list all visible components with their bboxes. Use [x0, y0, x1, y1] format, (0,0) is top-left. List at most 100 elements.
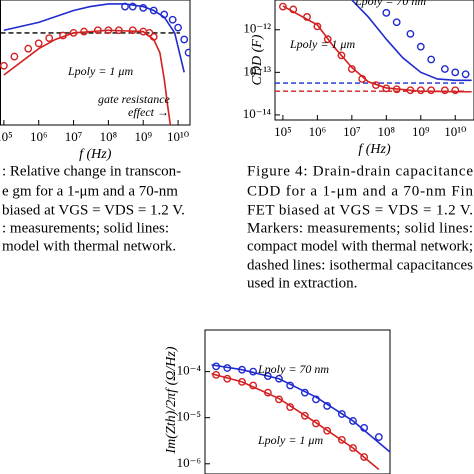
annotation: Lpoly = 1 μm [289, 37, 355, 51]
x-tick-label: 10⁷ [65, 129, 83, 144]
x-tick-label: 10⁹ [412, 124, 430, 139]
measurement-marker [0, 61, 8, 70]
measurement-marker [149, 32, 158, 41]
chart: 10⁵ 10⁶ 10⁷ 10⁸ 10⁹ 10¹⁰ f (Hz) Lpoly = 1 μm gat… [0, 0, 191, 162]
model-curve [351, 0, 472, 82]
measurement-marker [275, 395, 283, 404]
model-curve [211, 364, 390, 453]
measurement-marker [427, 55, 436, 64]
caption-line: used in extraction. [247, 275, 357, 291]
measurement-marker [349, 444, 357, 452]
measurement-marker [24, 44, 33, 53]
caption-line: FET biased at VGS = VDS = 1.2 V. [247, 202, 473, 218]
plot-frame [204, 329, 391, 474]
measurement-marker [461, 70, 470, 79]
plot-frame [274, 0, 474, 121]
measurement-marker [184, 48, 190, 57]
caption-line: : measurements; solid lines: [2, 220, 169, 236]
measurement-marker [149, 6, 158, 15]
x-tick-label: 10⁷ [343, 124, 361, 139]
annotation: Lpoly = 70 nm [257, 362, 329, 376]
measurement-marker [451, 68, 460, 77]
caption-line: CDD for a 1-μm and a 70-nm Fin [247, 183, 474, 199]
measurement-marker [114, 26, 123, 35]
measurement-marker [347, 65, 356, 73]
measurement-marker [59, 31, 67, 40]
measurement-marker [80, 27, 88, 36]
measurement-marker [337, 51, 346, 60]
caption-right: Figure 4: Drain-drain capacitance CDD fo… [247, 163, 474, 291]
y-tick-label: 10⁻¹⁴ [243, 106, 272, 121]
model-curve [3, 29, 172, 125]
caption-line: biased at VGS = VDS = 1.2 V. [2, 202, 185, 218]
chart: 10⁵ 10⁶ 10⁷ 10⁸ 10⁹ 10¹⁰ 10⁻¹² 10⁻¹³ 10⁻¹⁴ f (Hz)… [243, 0, 474, 157]
annotation: Lpoly = 1 μm [67, 64, 133, 78]
measurement-marker [238, 377, 246, 386]
y-tick-label: 10⁻⁴ [177, 363, 202, 378]
annotation: Lpoly = 1 μm [257, 433, 323, 447]
caption-line: e gm for a 1-μm and a 70-nm [2, 183, 178, 199]
measurement-marker [69, 28, 78, 37]
caption-line: Markers: measurements; solid lines: [247, 220, 473, 236]
y-tick-label: 10⁻¹³ [243, 63, 271, 78]
measurement-marker [382, 8, 391, 17]
y-tick-label: 10⁻⁵ [177, 409, 201, 424]
chart: 10⁻⁴ 10⁻⁵ 10⁻⁶Im(Zth)/2πf (Ω/Hz) Lpoly = 70… [164, 329, 391, 474]
measurement-marker [349, 417, 357, 425]
x-tick-label: 10¹⁰ [444, 124, 466, 139]
caption-line: compact model with thermal network; [247, 238, 473, 254]
measurement-marker [300, 411, 309, 420]
caption-line: model with thermal network. [2, 238, 176, 254]
measurement-marker [440, 65, 449, 73]
measurement-marker [174, 23, 182, 32]
annotation: effect → [128, 105, 169, 119]
measurement-marker [128, 2, 137, 11]
caption-line: : Relative change in transcon- [2, 163, 181, 179]
measurement-marker [94, 26, 102, 35]
y-tick-label: 10⁻¹² [243, 21, 271, 36]
measurement-marker [180, 35, 189, 44]
measurement-marker [160, 10, 169, 19]
measurement-marker [416, 42, 425, 51]
measurement-marker [34, 39, 43, 48]
y-axis-title: CDD (F) [250, 34, 265, 85]
x-tick-label: 10⁶ [309, 124, 327, 139]
x-tick-label: 10¹⁰ [167, 129, 189, 144]
measurement-marker [168, 15, 177, 24]
measurement-marker [451, 86, 460, 95]
measurement-marker [337, 410, 346, 418]
annotation: Lpoly = 70 nm [354, 0, 426, 8]
measurement-marker [121, 2, 129, 11]
measurement-marker [139, 3, 148, 12]
x-tick-label: 10⁵ [0, 129, 13, 144]
measurement-marker [323, 35, 332, 44]
x-tick-label: 10⁸ [378, 124, 396, 139]
plot-frame [0, 0, 191, 126]
x-axis-title: f (Hz) [358, 142, 391, 157]
measurement-marker [10, 52, 19, 61]
measurement-marker [440, 86, 449, 95]
x-tick-label: 10⁹ [134, 129, 152, 144]
x-tick-label: 10⁶ [30, 129, 48, 144]
measurement-marker [145, 28, 154, 37]
plot-area [0, 2, 190, 125]
plot-area [275, 0, 472, 95]
model-curve [282, 5, 472, 93]
caption-line: Figure 4: Drain-drain capacitance [247, 163, 473, 179]
measurement-marker [374, 433, 383, 441]
model-curve [211, 372, 380, 471]
x-tick-label: 10⁵ [274, 124, 292, 139]
measurement-marker [313, 22, 322, 31]
measurement-marker [392, 18, 401, 27]
measurement-marker [323, 426, 332, 435]
y-tick-label: 10⁻⁶ [177, 455, 201, 470]
measurement-marker [360, 453, 369, 461]
annotation: gate resistance [98, 92, 171, 106]
measurement-marker [278, 2, 287, 11]
measurement-marker [337, 435, 346, 444]
measurement-marker [312, 419, 320, 428]
x-axis-title: f (Hz) [79, 147, 112, 162]
measurement-marker [427, 86, 436, 95]
measurement-marker [45, 34, 54, 43]
